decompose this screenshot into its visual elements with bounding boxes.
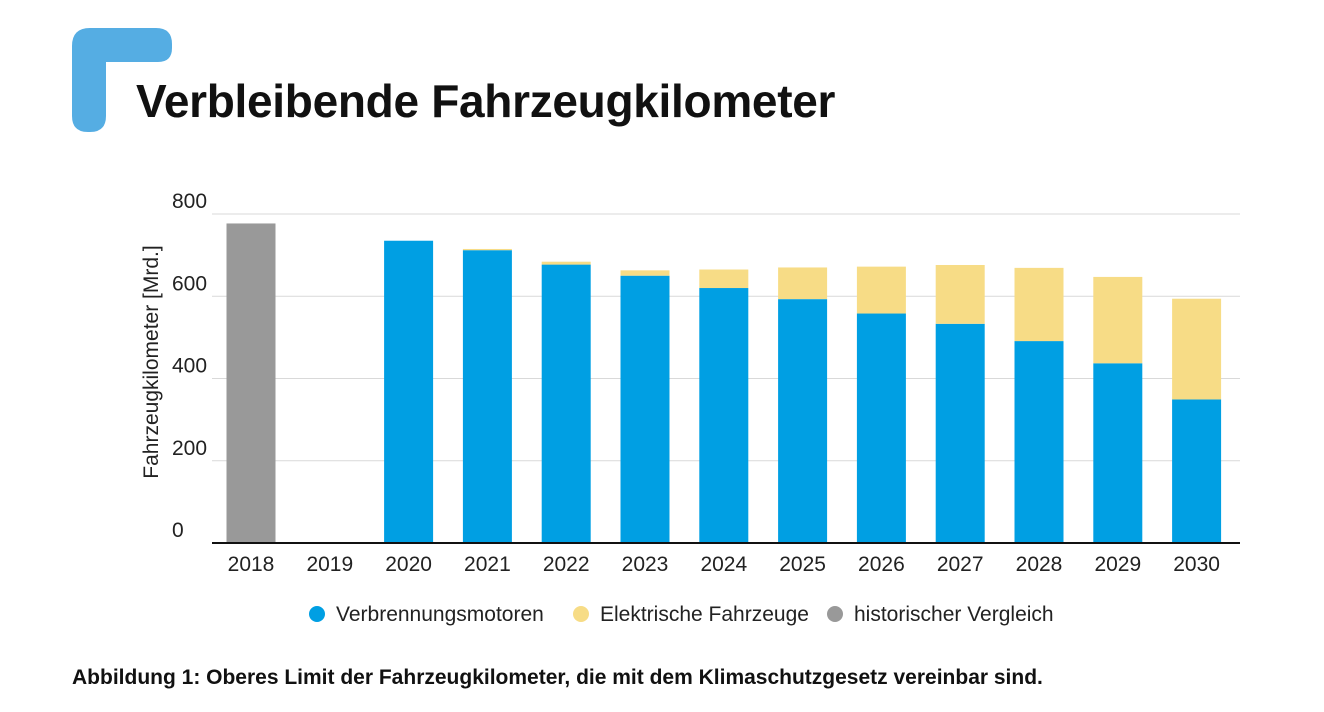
bar-2020-series-0 (384, 240, 434, 543)
bar-2026-series-0 (856, 313, 906, 543)
legend-label-1: Elektrische Fahrzeuge (600, 603, 809, 626)
x-tick-label-2024: 2024 (700, 553, 747, 576)
x-tick-label-2029: 2029 (1094, 553, 1141, 576)
bars-layer (226, 223, 1222, 544)
legend-label-0: Verbrennungsmotoren (336, 603, 544, 626)
legend-marker-0 (309, 606, 325, 622)
x-tick-label-2026: 2026 (858, 553, 905, 576)
bar-2030-series-0 (1172, 399, 1222, 543)
bar-2028-series-0 (1014, 341, 1064, 543)
bar-2030-series-1 (1172, 298, 1222, 400)
bar-2024-series-1 (699, 269, 749, 289)
bar-2027-series-0 (935, 323, 985, 543)
y-tick-label-600: 600 (172, 272, 207, 295)
x-tick-label-2020: 2020 (385, 553, 432, 576)
x-tick-label-2030: 2030 (1173, 553, 1220, 576)
bar-2023-series-0 (620, 275, 670, 543)
page-title: Verbleibende Fahrzeugkilometer (136, 75, 836, 127)
bar-2022-series-1 (541, 261, 591, 265)
bar-2021-series-0 (462, 250, 512, 543)
bar-2028-series-1 (1014, 267, 1064, 342)
x-tick-label-2019: 2019 (306, 553, 353, 576)
x-tick-label-2028: 2028 (1016, 553, 1063, 576)
legend: Verbrennungsmotoren Elektrische Fahrzeuge… (309, 603, 1054, 626)
stacked-bar-chart: 0 200 400 600 800 2018 2019 2020 2021 2022 2023 202… (140, 190, 1240, 626)
y-tick-label-0: 0 (172, 519, 184, 542)
x-tick-label-2025: 2025 (779, 553, 826, 576)
axis-layer: 0 200 400 600 800 2018 2019 2020 2021 2022 2023 202… (172, 190, 1240, 576)
bar-2023-series-1 (620, 270, 670, 276)
x-tick-label-2022: 2022 (543, 553, 590, 576)
y-tick-label-800: 800 (172, 190, 207, 213)
logo-corner-icon (72, 28, 172, 132)
x-tick-label-2021: 2021 (464, 553, 511, 576)
bar-2025-series-0 (778, 299, 828, 543)
bar-2024-series-0 (699, 288, 749, 543)
y-tick-label-200: 200 (172, 437, 207, 460)
legend-marker-2 (827, 606, 843, 622)
x-tick-label-2018: 2018 (228, 553, 275, 576)
legend-label-2: historischer Vergleich (854, 603, 1054, 626)
bar-2029-series-0 (1093, 363, 1143, 543)
y-axis-label: Fahrzeugkilometer [Mrd.] (140, 245, 163, 478)
bar-2025-series-1 (778, 267, 828, 300)
bar-2026-series-1 (856, 266, 906, 314)
x-tick-label-2027: 2027 (937, 553, 984, 576)
bar-2022-series-0 (541, 264, 591, 543)
bar-2021-series-1 (462, 248, 512, 251)
y-tick-label-400: 400 (172, 355, 207, 378)
figure-caption: Abbildung 1: Oberes Limit der Fahrzeugki… (72, 666, 1043, 689)
x-tick-label-2023: 2023 (622, 553, 669, 576)
legend-marker-1 (573, 606, 589, 622)
bar-2027-series-1 (935, 264, 985, 324)
bar-2029-series-1 (1093, 276, 1143, 364)
bar-2018-series-2 (226, 223, 276, 544)
